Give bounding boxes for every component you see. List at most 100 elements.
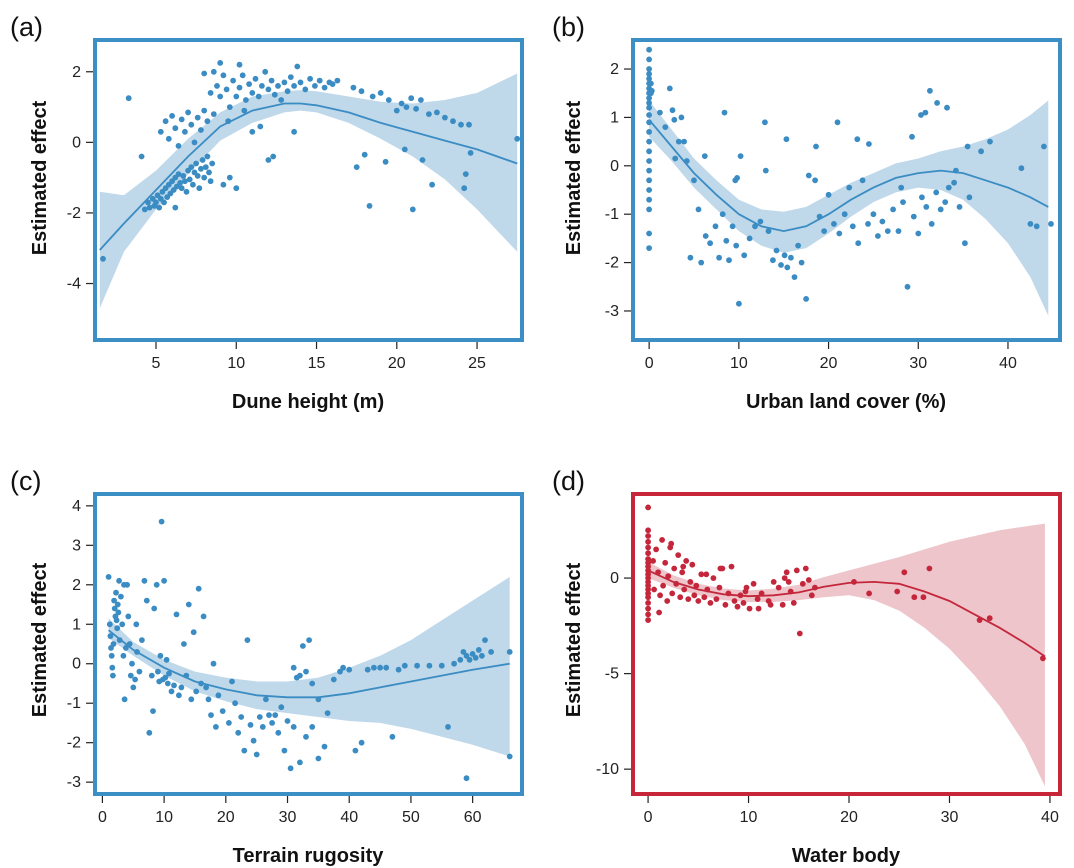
panel-c-data-point <box>229 678 235 685</box>
panel-a-data-point <box>462 171 469 178</box>
panel-d-x-tick-label: 40 <box>1041 809 1059 826</box>
panel-a-data-point <box>252 75 259 82</box>
panel-c-data-point <box>203 684 210 691</box>
panel-a-data-point <box>214 83 220 89</box>
panel-d-data-point <box>691 592 698 599</box>
panel-d: (d) Estimated effect Water body 0 10 20 30 4… <box>552 466 1062 867</box>
panel-c-data-point <box>438 662 445 669</box>
panel-b-data-point <box>646 206 652 213</box>
panel-a-data-point <box>175 171 182 178</box>
panel-d-data-point <box>645 527 651 534</box>
panel-c-data-point <box>330 676 337 683</box>
panel-b-data-point <box>813 143 819 150</box>
panel-a-data-point <box>226 174 233 181</box>
panel-c-ylabel: Estimated effect <box>29 562 51 717</box>
panel-c-data-point <box>141 577 148 584</box>
panel-c-data-point <box>401 662 408 669</box>
panel-b-data-point <box>956 204 963 210</box>
panel-c-data-point <box>158 518 165 525</box>
panel-b-data-point <box>927 87 933 94</box>
panel-b-data-point <box>646 129 652 135</box>
panel-b-data-point <box>737 153 744 160</box>
panel-b-data-point <box>831 221 837 227</box>
panel-d-data-point <box>660 582 666 589</box>
panel-a-data-point <box>401 146 408 153</box>
panel-b-data-point <box>719 211 726 218</box>
panel-b-data-point <box>783 136 790 143</box>
panel-b-data-point <box>646 112 652 118</box>
panel-b-data-point <box>646 196 652 203</box>
panel-a-data-point <box>385 97 392 103</box>
panel-b-data-point <box>646 56 652 63</box>
panel-b-data-point <box>919 194 925 201</box>
panel-a-letter: (a) <box>10 12 43 42</box>
panel-c-data-point <box>118 593 124 600</box>
panel-b-data-point <box>795 242 801 249</box>
panel-a-data-point <box>403 104 410 110</box>
panel-a-data-point <box>182 178 188 185</box>
panel-c-x-tick-label: 30 <box>279 809 297 826</box>
panel-b-data-point <box>646 104 652 111</box>
panel-a-data-point <box>265 157 272 163</box>
panel-a-y-tick-label: -2 <box>67 205 81 222</box>
panel-c-data-point <box>162 674 169 681</box>
panel-d-data-point <box>750 580 757 587</box>
panel-c-data-point <box>130 684 137 691</box>
panel-b-data-point <box>648 80 654 87</box>
panel-a-data-point <box>369 93 376 100</box>
panel-b-data-point <box>726 257 732 264</box>
panel-b-y-tick-label: -2 <box>605 255 619 272</box>
panel-b-data-point <box>695 206 702 213</box>
panel-d-data-point <box>802 565 809 572</box>
panel-c-frame <box>93 492 524 796</box>
panel-d-xlabel: Water body <box>792 845 901 867</box>
panel-a-data-point <box>183 188 190 195</box>
panel-a-y-tick-label: 0 <box>72 134 81 151</box>
panel-d-x-tick-label: 20 <box>840 809 858 826</box>
panel-c-data-point <box>111 605 118 612</box>
panel-c-data-point <box>414 662 420 669</box>
panel-c-data-point <box>469 651 476 657</box>
panel-b-data-point <box>1048 221 1054 227</box>
panel-a-data-point <box>165 135 172 142</box>
panel-c-data-point <box>110 672 116 679</box>
panel-a-data-point <box>162 118 169 125</box>
panel-b-data-point <box>646 187 652 193</box>
panel-b-data-point <box>646 245 652 252</box>
panel-b-data-point <box>884 228 891 235</box>
panel-b-data-point <box>803 296 809 302</box>
panel-a-data-point <box>271 91 278 98</box>
panel-a-data-point <box>377 90 384 96</box>
panel-a-data-point <box>156 204 163 211</box>
panel-b-data-point <box>879 218 886 225</box>
panel-c-data-point <box>153 581 160 588</box>
panel-b-data-point <box>646 71 652 77</box>
panel-b-data-point <box>962 240 968 247</box>
panel-a-data-point <box>186 176 193 183</box>
panel-d-data-point <box>698 571 705 578</box>
panel-d-frame <box>631 492 1062 796</box>
panel-b-data-point <box>687 254 694 261</box>
panel-c-data-point <box>105 574 112 580</box>
panel-d-data-point <box>799 580 806 587</box>
panel-c-data-point <box>324 710 331 716</box>
panel-d-data-point <box>986 615 993 622</box>
panel-d-data-point <box>645 605 651 612</box>
panel-a-data-point <box>180 173 187 179</box>
panel-a-y-tick-label: -4 <box>67 276 81 293</box>
panel-b-data-point <box>733 242 740 249</box>
panel-c-data-point <box>155 668 161 675</box>
panel-a-frame <box>93 38 524 342</box>
panel-c-data-point <box>106 621 113 628</box>
panel-c-data-point <box>121 581 127 588</box>
panel-c-data-point <box>377 664 383 671</box>
panel-a-data-point <box>233 93 240 100</box>
panel-b-data-point <box>1027 221 1034 227</box>
panel-b-data-point <box>895 228 902 235</box>
panel-a-data-point <box>408 95 415 102</box>
panel-d-data-point <box>695 598 702 604</box>
panel-c-data-point <box>272 712 279 718</box>
panel-b-data-point <box>1018 165 1025 172</box>
panel-c-data-point <box>303 668 309 675</box>
panel-c-y-tick-label: 4 <box>72 498 81 515</box>
